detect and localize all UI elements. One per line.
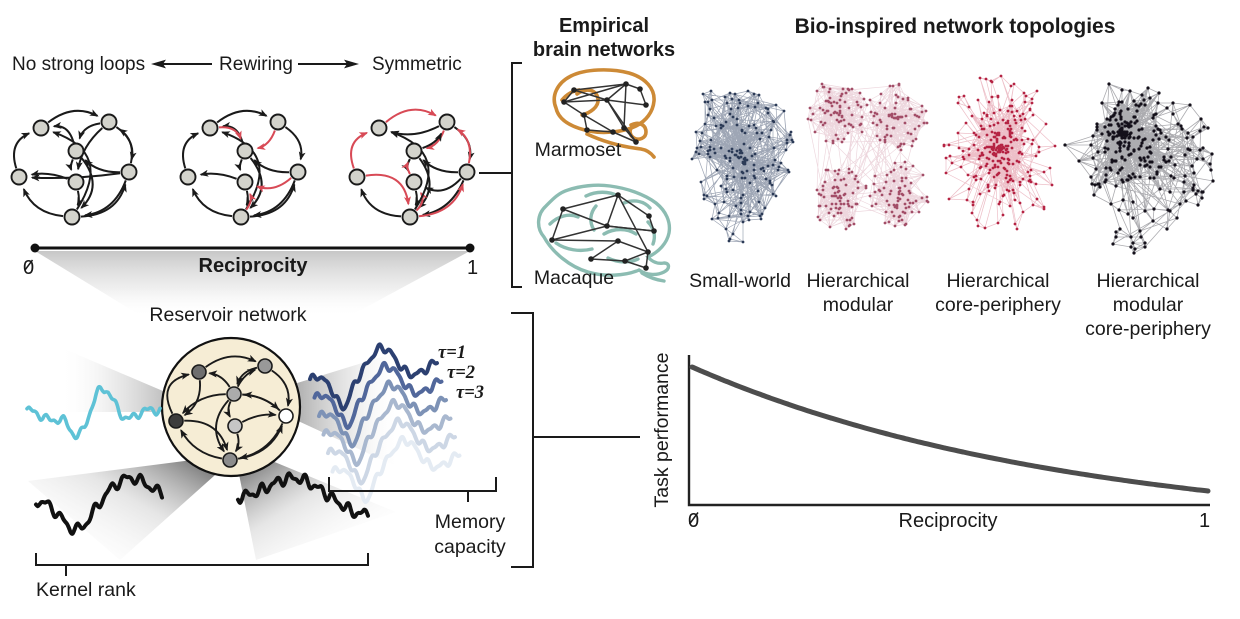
svg-text:Hierarchical: Hierarchical xyxy=(1097,270,1200,292)
svg-text:Hierarchical: Hierarchical xyxy=(947,270,1050,292)
svg-text:capacity: capacity xyxy=(434,536,506,558)
svg-text:Small-world: Small-world xyxy=(689,270,791,292)
svg-text:Empirical: Empirical xyxy=(559,15,649,37)
svg-text:Reciprocity: Reciprocity xyxy=(899,510,998,532)
svg-text:Memory: Memory xyxy=(435,511,506,533)
svg-text:brain networks: brain networks xyxy=(533,39,675,61)
svg-text:Hierarchical: Hierarchical xyxy=(807,270,910,292)
svg-text:Task performance: Task performance xyxy=(651,353,673,508)
svg-text:Bio-inspired network topologie: Bio-inspired network topologies xyxy=(795,15,1116,38)
svg-text:1: 1 xyxy=(1199,510,1210,532)
svg-text:No strong loops: No strong loops xyxy=(12,54,145,75)
svg-text:τ=3: τ=3 xyxy=(456,383,484,403)
svg-text:modular: modular xyxy=(1113,294,1184,316)
svg-text:Marmoset: Marmoset xyxy=(535,139,622,161)
svg-text:1: 1 xyxy=(467,257,478,279)
svg-text:0: 0 xyxy=(688,510,699,532)
svg-text:Macaque: Macaque xyxy=(534,267,614,289)
svg-text:Kernel rank: Kernel rank xyxy=(36,579,136,601)
svg-text:τ=1: τ=1 xyxy=(438,343,466,363)
svg-text:modular: modular xyxy=(823,294,894,316)
svg-text:Reservoir network: Reservoir network xyxy=(149,304,306,326)
svg-text:core-periphery: core-periphery xyxy=(935,294,1061,316)
svg-text:0: 0 xyxy=(23,257,34,279)
svg-text:core-periphery: core-periphery xyxy=(1085,318,1211,340)
svg-text:τ=2: τ=2 xyxy=(447,363,475,383)
svg-text:Symmetric: Symmetric xyxy=(372,54,462,75)
svg-text:Rewiring: Rewiring xyxy=(219,54,293,75)
svg-text:Reciprocity: Reciprocity xyxy=(199,255,309,277)
